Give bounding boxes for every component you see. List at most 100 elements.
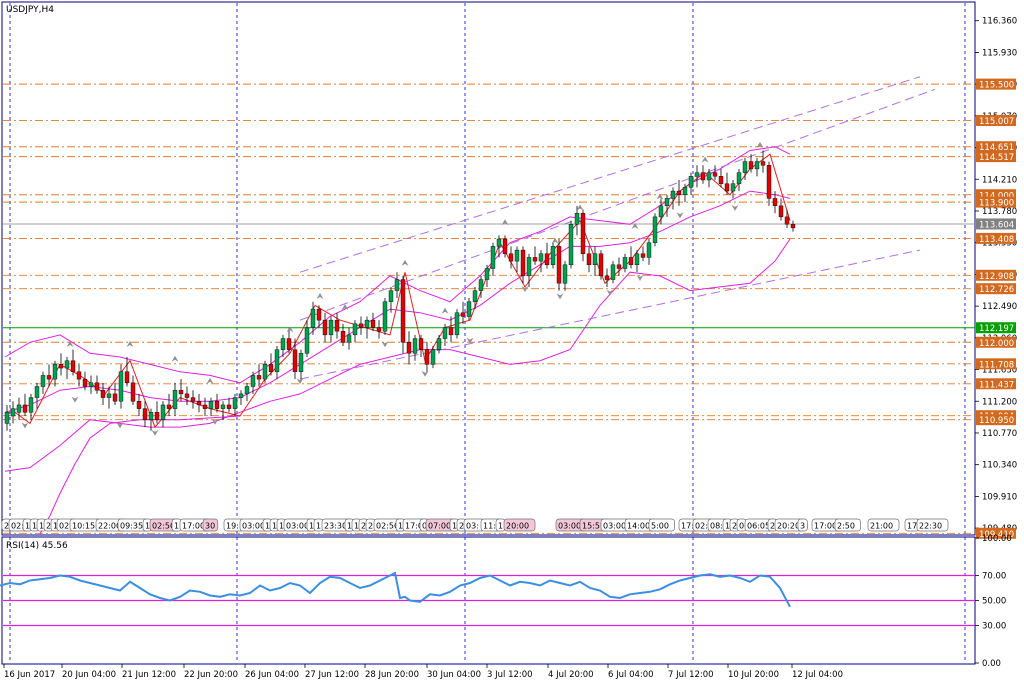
candle [706,168,712,188]
fractal-up-marker [126,340,134,347]
candle-body [538,253,544,262]
candle-body [154,412,160,420]
candle [34,382,40,409]
fractal-down-marker [521,285,529,292]
candle [688,172,694,195]
trade-label-text: 02: [695,522,708,531]
candle-body [592,253,598,266]
candle-body [310,308,316,328]
candle [76,364,82,387]
current-price-tag [976,218,1016,230]
rsi-tick-label: 100.00 [982,534,1012,544]
candle-body [274,349,280,372]
trade-label-text: 17:00 [814,522,837,531]
candle-body [280,338,286,350]
candle-body [724,183,730,192]
candle-body [544,253,550,266]
candle [94,375,100,394]
candle-body [412,338,418,354]
candle [538,250,544,273]
candle [562,261,568,291]
candle-body [64,360,70,369]
candle [328,316,334,343]
time-tick-label: 26 Jun 04:00 [245,670,299,680]
fractal-down-marker [151,429,159,436]
channel-line [299,76,921,273]
trade-label-text: 1 [265,522,270,531]
candle [250,371,256,394]
time-axis: 16 Jun 2017 20 Jun 04:00 21 Jun 12:00 22 Ju… [3,664,843,680]
candle [424,342,430,372]
candle-body [532,257,538,262]
trade-label-box [202,518,219,532]
fractal-up-marker [441,307,449,314]
candle-body [214,401,220,409]
candle-body [298,353,304,372]
candle [178,379,184,402]
candle [4,404,10,431]
trade-label-text: 1 [272,522,277,531]
candle-body [262,364,268,380]
trade-label-text: 0 [422,522,427,531]
candle [244,382,250,402]
candle [652,213,658,247]
price-tick-label: 111.200 [982,397,1017,407]
candle [460,301,466,324]
candle-body [622,257,628,269]
level-tag [976,358,1016,370]
trade-label-text: 02:50 [376,522,399,531]
candle-body [322,319,328,336]
trade-label-box [916,518,949,532]
candle-body [406,342,412,354]
candle [100,382,106,405]
time-tick-label: 4 Jul 20:00 [548,670,594,680]
candle [304,320,310,357]
fractal-down-marker [421,370,429,377]
trade-label-text: 08: [710,522,723,531]
candle [514,246,520,273]
candle-body [166,404,172,409]
trade-label-text: 20:20 [777,522,800,531]
candle [430,345,436,369]
candle-body [694,172,700,177]
candle [322,312,328,343]
fractal-up-marker [551,237,559,244]
candle-body [10,408,16,417]
candle [412,334,418,361]
price-tick-label: 113.780 [982,207,1017,217]
candle [316,305,322,328]
candle-body [256,375,262,380]
candle [634,250,640,273]
candle [484,264,490,287]
trade-label-text: 2 [732,522,737,531]
level-tag-text: 110.950 [979,416,1014,426]
candle [778,198,784,221]
trade-label-text: 1 [32,522,37,531]
candle-body [742,161,748,173]
price-tick-label: 115.930 [982,48,1017,58]
trade-label-text: 2 [4,522,9,531]
candle-body [346,334,352,343]
trade-label-text: 30 [205,522,215,531]
candle [22,393,28,416]
chart-title: USDJPY,H4 [6,5,54,15]
fractal-down-marker [636,274,644,281]
candle [754,157,760,177]
candle-body [526,257,532,277]
trade-label-text: 1 [279,522,284,531]
candle-body [382,301,388,332]
bollinger-tail [39,415,241,535]
candle-body [640,253,646,258]
level-tag-text: 112.000 [979,339,1014,349]
candle-body [436,338,442,350]
trade-label-text: 02: [59,522,72,531]
candle-body [238,393,244,398]
candle [724,172,730,195]
fractal-down-marker [71,396,79,403]
candle [202,397,208,416]
level-tag-text: 113.408 [979,235,1014,245]
